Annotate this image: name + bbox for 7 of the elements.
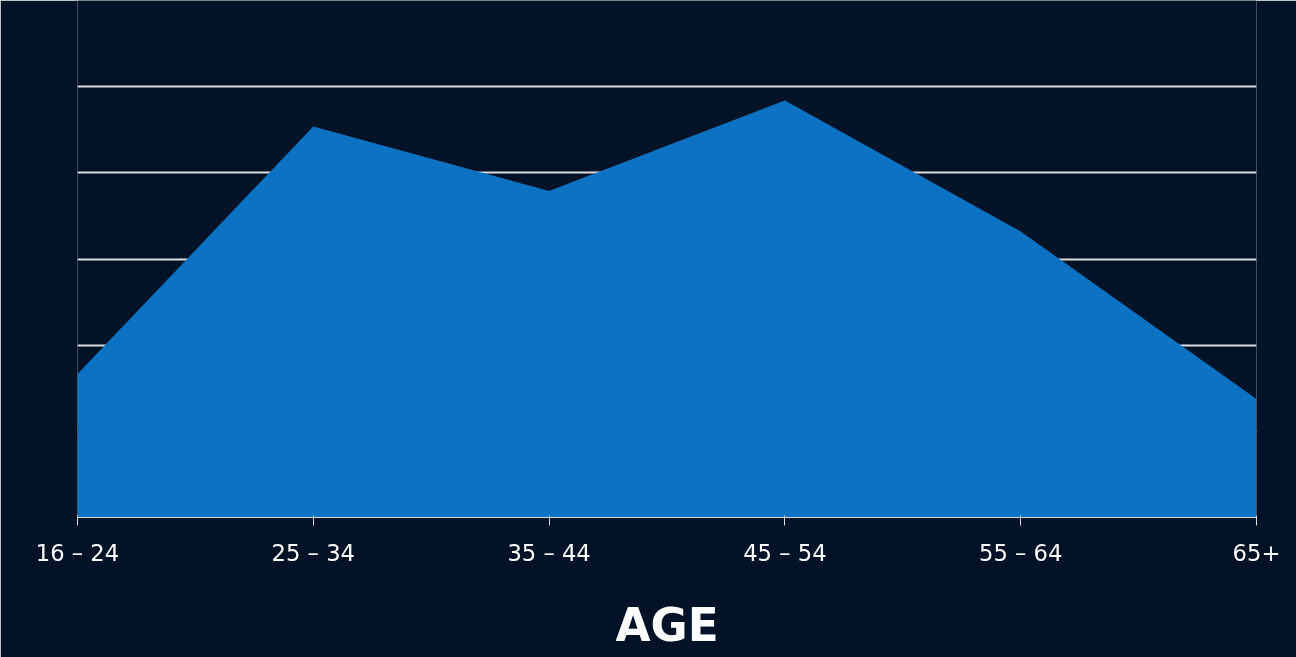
- x-tick-label: 25 – 34: [271, 539, 355, 566]
- x-tick-label: 65+: [1232, 539, 1281, 566]
- x-tick-label: 35 – 44: [507, 539, 591, 566]
- x-tick-label: 16 – 24: [35, 539, 120, 566]
- x-tick-label: 45 – 54: [743, 539, 827, 566]
- x-tick-label: 55 – 64: [979, 539, 1063, 566]
- x-axis-title: AGE: [615, 598, 719, 652]
